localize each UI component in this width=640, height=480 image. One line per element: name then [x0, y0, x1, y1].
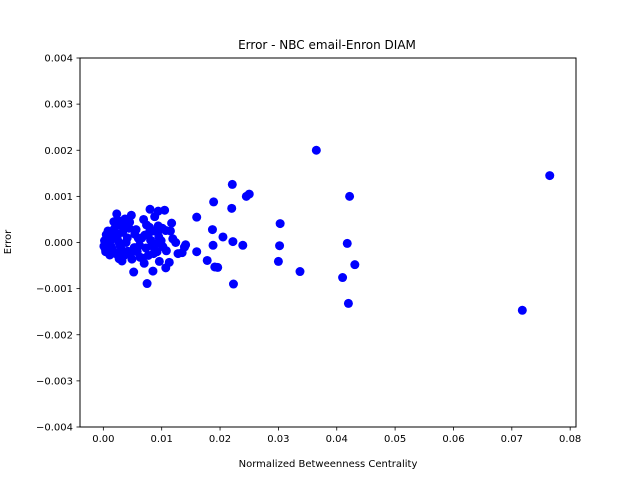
x-tick-label: 0.08 — [559, 434, 581, 445]
data-point — [173, 249, 183, 259]
data-point — [120, 214, 130, 224]
data-point — [208, 240, 218, 250]
x-tick-label: 0.02 — [209, 434, 231, 445]
data-point — [275, 241, 285, 251]
data-point — [295, 267, 305, 277]
data-point — [135, 240, 145, 250]
data-point — [118, 221, 128, 231]
y-tick-label: 0.002 — [44, 146, 73, 157]
data-point — [145, 204, 155, 214]
data-point — [517, 305, 527, 315]
x-axis-ticks: 0.00 0.01 0.02 0.03 0.04 0.05 0.06 0.07 0.08 — [92, 427, 581, 445]
data-point — [144, 222, 154, 232]
x-tick-label: 0.03 — [267, 434, 289, 445]
data-point — [111, 228, 121, 238]
y-tick-label: −0.002 — [36, 330, 73, 341]
data-point — [102, 233, 112, 243]
data-point — [343, 298, 353, 308]
data-point — [157, 223, 167, 233]
y-tick-label: −0.004 — [36, 423, 73, 434]
data-point — [142, 279, 152, 289]
y-tick-label: 0.003 — [44, 100, 73, 111]
data-point — [218, 232, 228, 242]
data-point — [105, 250, 115, 260]
data-point — [114, 237, 124, 247]
data-point — [161, 263, 171, 273]
x-tick-label: 0.07 — [501, 434, 523, 445]
y-tick-label: 0.001 — [44, 192, 73, 203]
data-point — [168, 234, 178, 244]
data-point — [213, 262, 223, 272]
data-point — [149, 249, 159, 259]
y-axis-ticks: 0.004 0.003 0.002 0.001 0.000 −0.001 −0.002 −0.… — [36, 54, 80, 434]
data-point — [228, 237, 238, 247]
x-axis-label: Normalized Betweenness Centrality — [239, 459, 418, 470]
y-tick-label: 0.004 — [44, 54, 73, 65]
y-tick-label: −0.003 — [36, 376, 73, 387]
data-point — [167, 218, 177, 228]
data-point — [158, 242, 168, 252]
y-tick-label: −0.001 — [36, 284, 73, 295]
data-point — [121, 238, 131, 247]
plot-frame — [79, 57, 577, 428]
data-point — [311, 145, 321, 155]
data-point — [238, 240, 248, 250]
data-point — [150, 212, 160, 222]
data-point — [140, 230, 150, 240]
data-point — [129, 267, 139, 277]
data-points — [99, 145, 555, 315]
y-axis-label: Error — [3, 229, 14, 254]
data-point — [148, 266, 158, 276]
x-tick-label: 0.06 — [442, 434, 464, 445]
data-point — [228, 279, 238, 289]
data-point — [202, 255, 212, 265]
data-point — [350, 260, 360, 270]
data-point — [227, 203, 237, 213]
data-point — [113, 215, 123, 225]
data-point — [192, 247, 202, 257]
x-tick-label: 0.04 — [326, 434, 348, 445]
data-point — [192, 212, 202, 222]
data-point — [125, 249, 135, 259]
data-point — [181, 240, 191, 250]
data-point — [137, 253, 147, 263]
x-tick-label: 0.01 — [151, 434, 173, 445]
data-point — [275, 219, 285, 229]
x-tick-label: 0.05 — [384, 434, 406, 445]
data-point — [103, 226, 113, 236]
data-point — [227, 179, 237, 189]
data-point — [545, 171, 555, 181]
data-point — [130, 229, 140, 239]
data-point — [342, 238, 352, 248]
data-point — [338, 273, 348, 283]
y-tick-label: 0.000 — [44, 238, 73, 249]
data-point — [117, 256, 127, 266]
data-point — [100, 243, 110, 253]
data-point — [345, 191, 355, 201]
chart-title: Error - NBC email-Enron DIAM — [238, 38, 416, 52]
data-point — [241, 191, 251, 201]
data-point — [116, 244, 126, 254]
data-point — [154, 256, 164, 266]
data-point — [273, 256, 283, 266]
data-point — [207, 225, 217, 235]
x-tick-label: 0.00 — [92, 434, 114, 445]
data-point — [209, 197, 219, 207]
